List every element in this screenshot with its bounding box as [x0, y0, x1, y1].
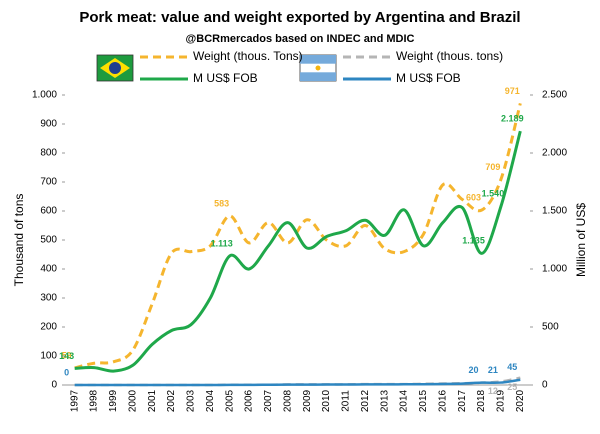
x-tick-label: 2010: [321, 389, 332, 412]
y-tick-label: 800: [40, 148, 57, 159]
x-tick-label: 2011: [341, 390, 352, 412]
y2-tick-label: 0: [542, 380, 548, 391]
legend-label: M US$ FOB: [396, 71, 461, 85]
y-tick-label: 900: [40, 119, 57, 130]
y-tick-label: 500: [40, 235, 57, 246]
y-tick-label: 400: [40, 264, 57, 275]
data-label: 12: [488, 386, 498, 396]
x-tick-label: 2006: [244, 389, 255, 412]
y-tick-label: 100: [40, 351, 57, 362]
data-label: 709: [485, 162, 500, 172]
x-tick-label: 2008: [282, 389, 293, 412]
flag-brazil: [96, 54, 134, 82]
x-tick-label: 2003: [186, 389, 197, 412]
y-tick-label: 200: [40, 322, 57, 333]
y-tick-label: 0: [51, 380, 57, 391]
y2-axis-title: Million of US$: [574, 203, 588, 277]
data-label: 603: [466, 193, 481, 203]
x-tick-label: 2013: [379, 389, 390, 412]
legend-label: M US$ FOB: [193, 71, 258, 85]
x-tick-label: 2009: [302, 389, 313, 412]
y-tick-label: 1.000: [32, 90, 57, 101]
data-label: 59: [62, 350, 72, 360]
y2-tick-label: 1.000: [542, 264, 567, 275]
x-tick-label: 2018: [476, 389, 487, 412]
y2-tick-label: 2.500: [542, 90, 567, 101]
legend-label: Weight (thous. Tons): [193, 49, 303, 63]
x-tick-label: 1999: [108, 389, 119, 412]
series-line: [74, 130, 522, 373]
data-label: 143: [59, 351, 74, 361]
y2-tick-label: 2.000: [542, 148, 567, 159]
data-label: 0: [64, 367, 69, 377]
x-tick-label: 2016: [437, 389, 448, 412]
chart-subtitle: @BCRmercados based on INDEC and MDIC: [186, 33, 415, 45]
x-tick-label: 2017: [457, 389, 468, 412]
x-tick-label: 1998: [89, 389, 100, 412]
data-label: 2.189: [501, 113, 524, 123]
data-label: 1.113: [211, 238, 233, 248]
y-tick-label: 600: [40, 206, 57, 217]
flag-argentina: [299, 54, 337, 82]
data-label: 20: [469, 365, 479, 375]
series-line: [74, 378, 521, 387]
x-tick-label: 2019: [496, 389, 507, 412]
chart-title: Pork meat: value and weight exported by …: [79, 9, 520, 26]
x-tick-label: 2020: [515, 389, 526, 412]
x-tick-label: 2005: [224, 389, 235, 412]
x-tick-label: 2002: [166, 389, 177, 412]
series-line: [74, 103, 522, 370]
x-tick-label: 2007: [263, 389, 274, 412]
y-tick-label: 300: [40, 293, 57, 304]
x-tick-label: 1997: [69, 389, 80, 412]
x-tick-label: 2015: [418, 389, 429, 412]
data-label: 583: [214, 198, 229, 208]
x-tick-label: 2001: [147, 389, 158, 412]
x-tick-label: 2012: [360, 389, 371, 412]
data-label: 25: [507, 382, 517, 392]
x-tick-label: 2014: [399, 389, 410, 412]
data-label: 21: [488, 365, 498, 375]
data-label: 971: [505, 86, 520, 96]
y2-tick-label: 1.500: [542, 206, 567, 217]
data-label: 45: [507, 362, 517, 372]
x-tick-label: 2000: [127, 389, 138, 412]
x-tick-label: 2004: [205, 389, 216, 412]
y-tick-label: 700: [40, 177, 57, 188]
data-label: 1.540: [482, 189, 505, 199]
y2-tick-label: 500: [542, 322, 559, 333]
legend-label: Weight (thous. tons): [396, 49, 503, 63]
data-label: 1.135: [462, 236, 485, 246]
y-axis-title: Thousand of tons: [12, 194, 26, 287]
